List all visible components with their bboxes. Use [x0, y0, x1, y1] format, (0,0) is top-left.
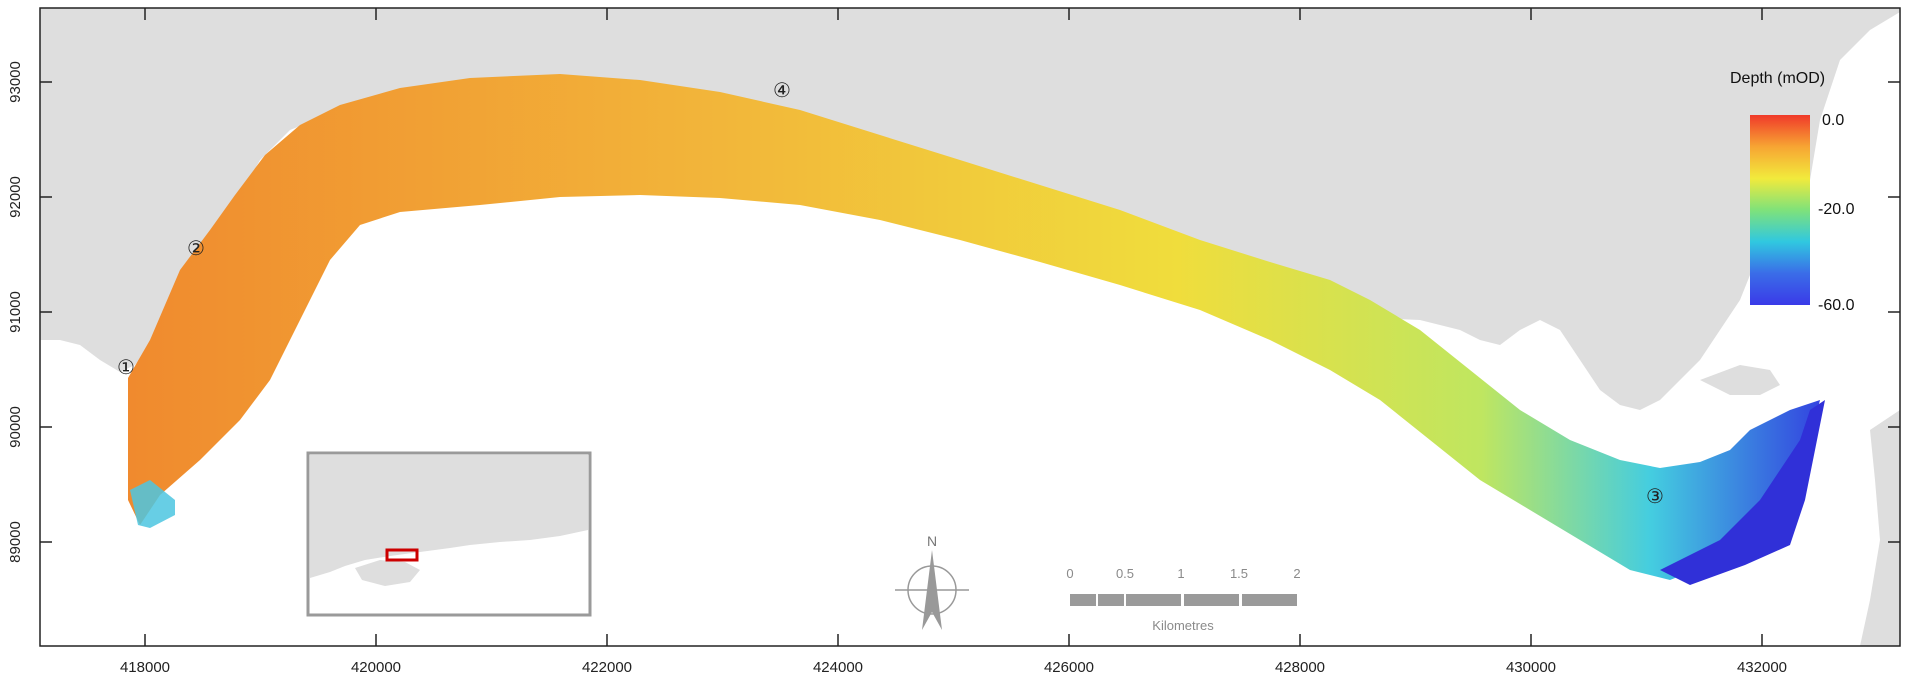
site-label-1: ①: [117, 355, 135, 379]
site-label-2: ②: [187, 236, 205, 260]
legend-label-60: -60.0: [1818, 297, 1855, 314]
bathymetry-southwest-deep: [130, 480, 175, 528]
north-arrow-icon: [922, 550, 942, 630]
scale-label-0-5: 0.5: [1116, 566, 1134, 581]
scale-bar-seg-3: [1126, 594, 1181, 606]
scale-label-2: 2: [1293, 566, 1300, 581]
land-north: [40, 8, 1900, 410]
scale-label-1-5: 1.5: [1230, 566, 1248, 581]
scale-bar-seg-1: [1070, 594, 1096, 606]
x-tick-label: 426000: [1044, 659, 1094, 676]
scale-bar-seg-5: [1242, 594, 1297, 606]
x-tick-label: 418000: [120, 659, 170, 676]
y-tick-label: 93000: [7, 61, 24, 103]
inset-land: [310, 455, 588, 578]
x-tick-label: 428000: [1275, 659, 1325, 676]
x-tick-label: 432000: [1737, 659, 1787, 676]
y-axis: 93000 92000 91000 90000 89000: [7, 61, 1900, 563]
land-west-spit: [40, 150, 150, 285]
y-tick-label: 91000: [7, 291, 24, 333]
inset-map: [306, 451, 592, 617]
y-tick-label: 92000: [7, 176, 24, 218]
y-tick-label: 89000: [7, 521, 24, 563]
land-east: [1860, 410, 1900, 646]
legend-label-0: 0.0: [1822, 112, 1844, 129]
north-arrow-label: N: [927, 533, 937, 549]
scale-label-0: 0: [1066, 566, 1073, 581]
scale-bar: 0 0.5 1 1.5 2 Kilometres: [1066, 566, 1300, 633]
x-axis: 418000 420000 422000 424000 426000 428000 4300…: [120, 8, 1787, 676]
x-tick-label: 424000: [813, 659, 863, 676]
legend-color-bar: [1750, 115, 1810, 305]
x-tick-label: 430000: [1506, 659, 1556, 676]
bathymetry-channel: [128, 74, 1820, 580]
site-label-3: ③: [1646, 484, 1664, 508]
bathymetry-east-deep: [1660, 400, 1825, 585]
y-tick-label: 90000: [7, 406, 24, 448]
scale-label-1: 1: [1177, 566, 1184, 581]
inset-island: [355, 560, 420, 586]
x-tick-label: 420000: [351, 659, 401, 676]
land-southeast-island: [1700, 365, 1780, 395]
legend-label-20: -20.0: [1818, 201, 1855, 218]
north-arrow: N: [895, 533, 969, 630]
scale-unit: Kilometres: [1152, 618, 1214, 633]
scale-bar-seg-4: [1184, 594, 1239, 606]
inset-location-box: [385, 548, 419, 562]
scale-bar-seg-2: [1098, 594, 1124, 606]
map-frame: [39, 7, 1901, 647]
site-label-4: ④: [773, 78, 791, 102]
x-tick-label: 422000: [582, 659, 632, 676]
legend-title: Depth (mOD): [1730, 70, 1825, 87]
